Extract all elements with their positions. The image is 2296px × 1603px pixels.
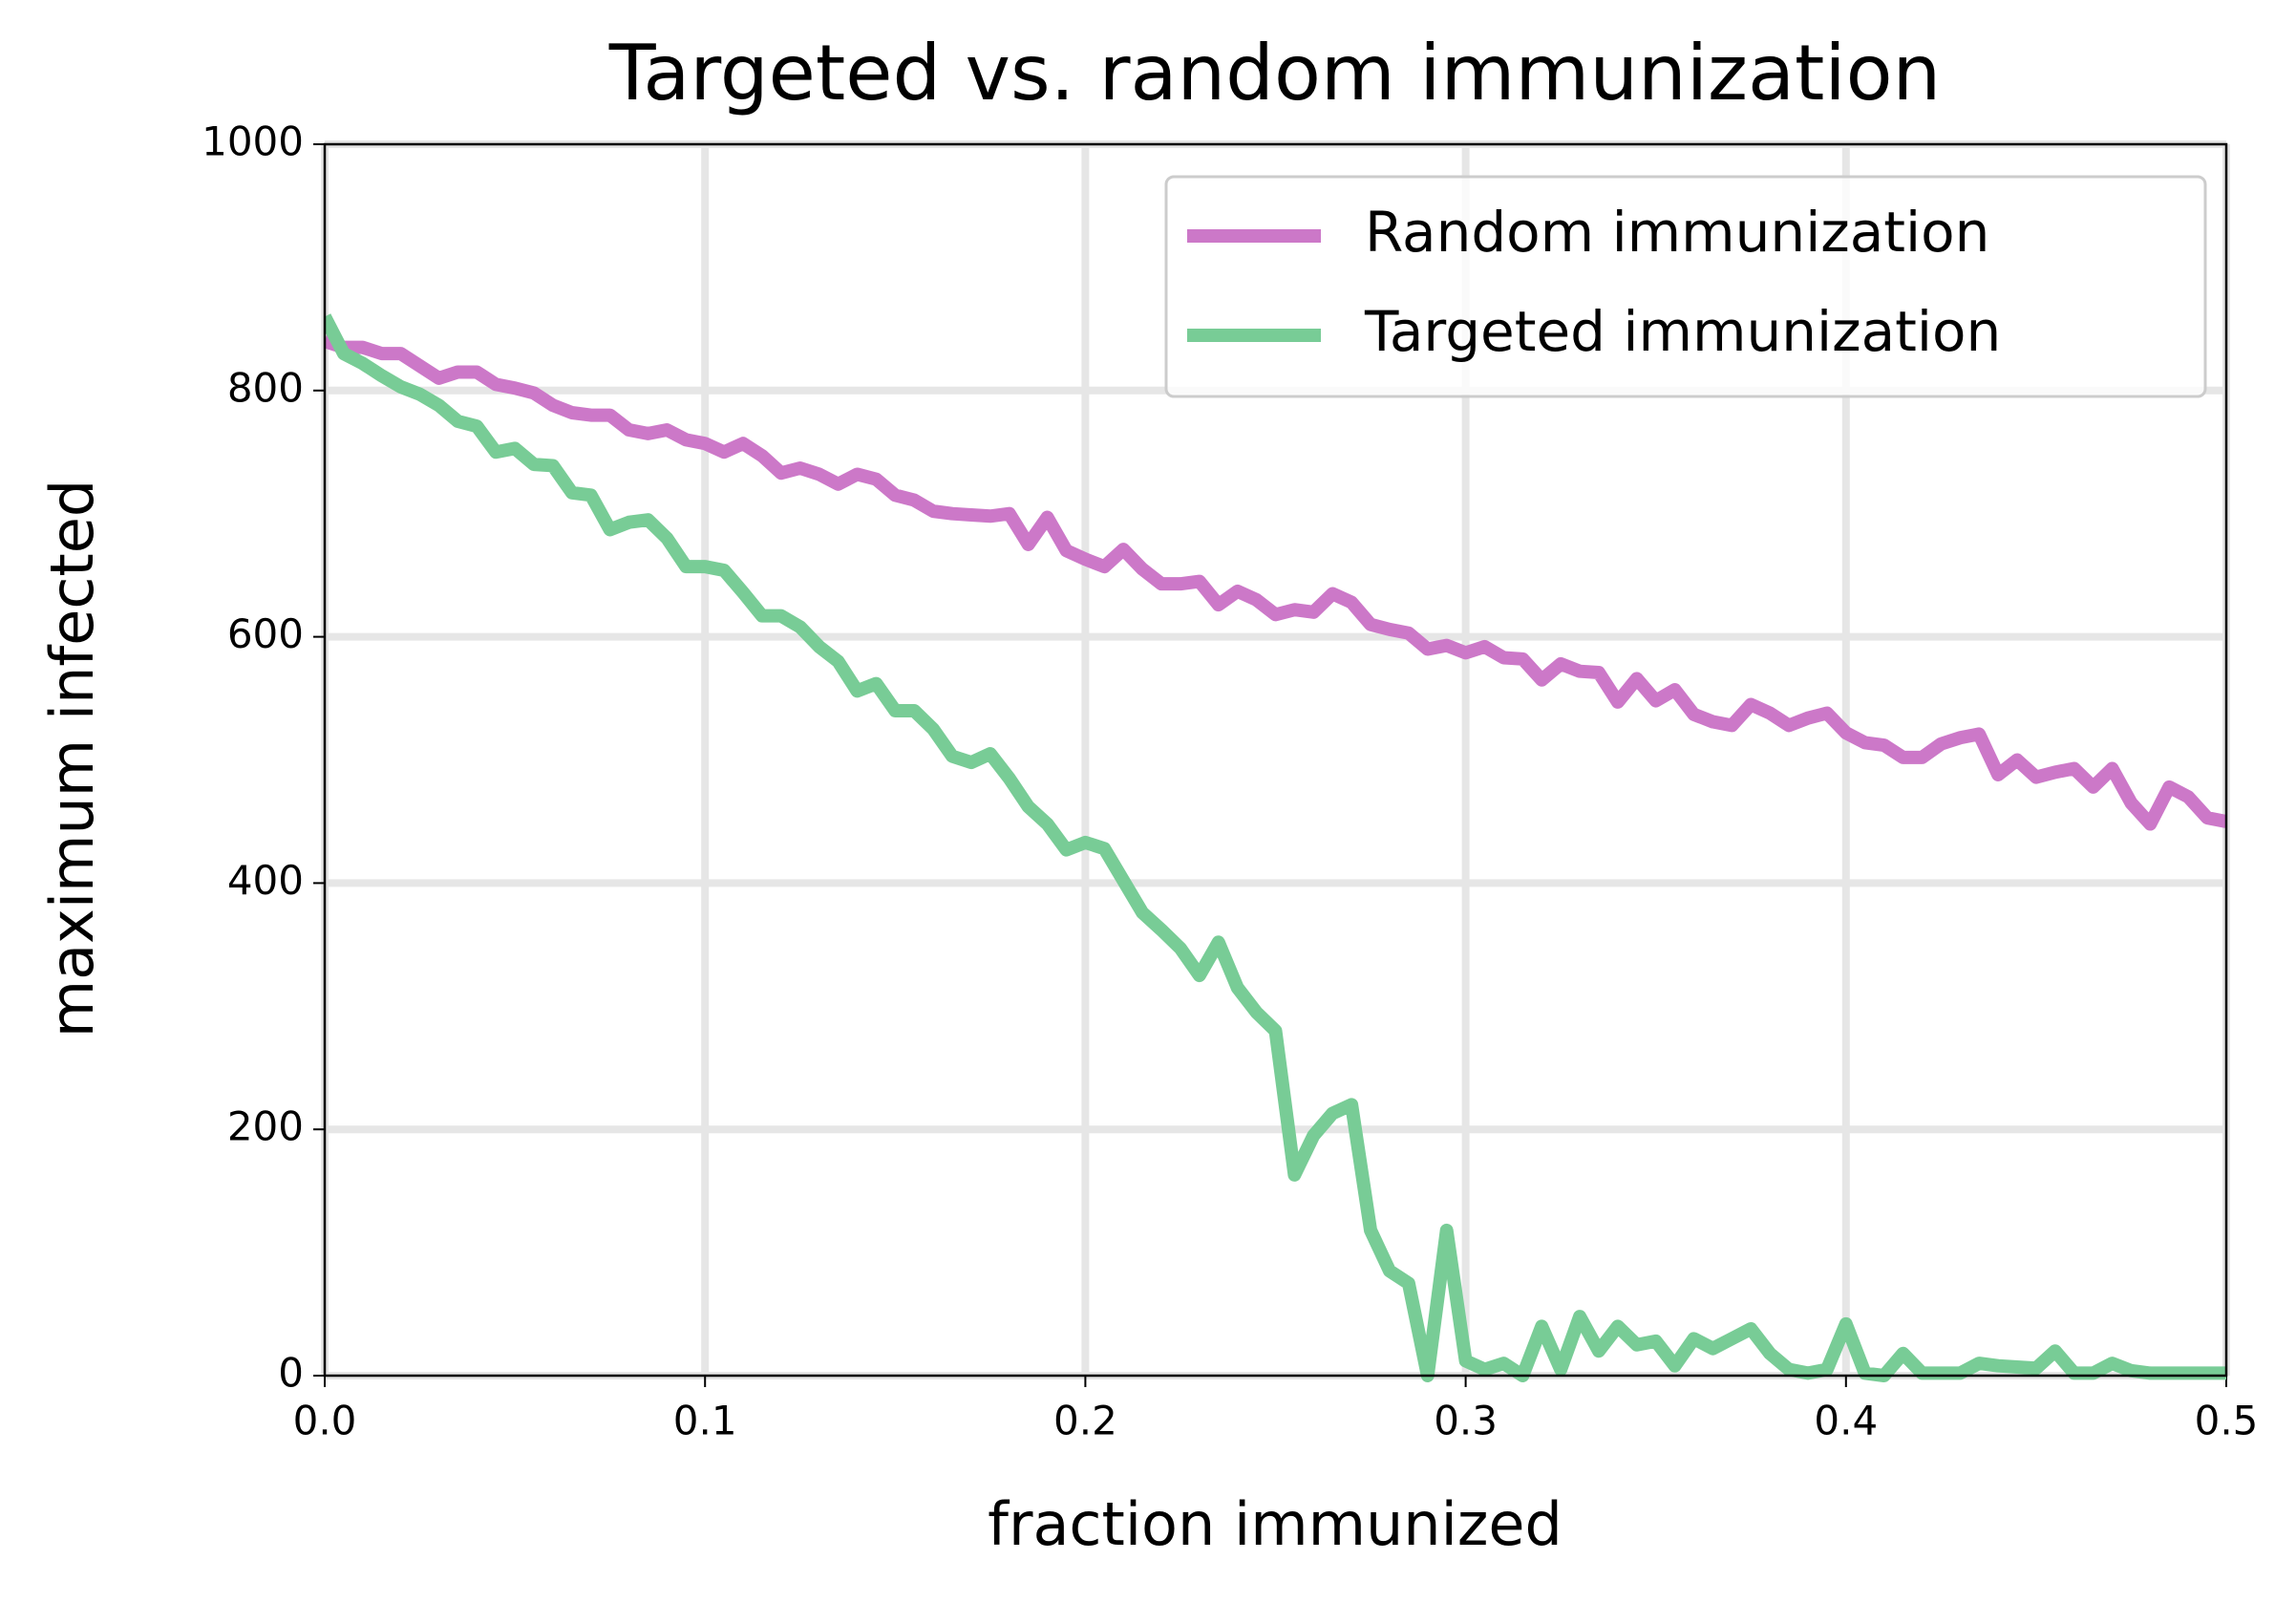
legend: Random immunization Targeted immunization [1164, 175, 2207, 398]
y-tick-label: 0 [278, 1350, 304, 1397]
x-axis-label: fraction immunized [988, 1489, 1563, 1559]
y-tick-label: 800 [227, 364, 304, 411]
plot-frame [323, 142, 2228, 1378]
legend-box [1164, 175, 2207, 398]
y-axis-label: maximum infected [37, 480, 107, 1038]
y-tick-label: 1000 [202, 118, 304, 165]
x-tick-label: 0.0 [293, 1398, 357, 1444]
x-tick-label: 0.4 [1814, 1398, 1878, 1444]
y-tick-label: 200 [227, 1103, 304, 1150]
data-line [325, 313, 2226, 1382]
x-tick-label: 0.2 [1053, 1398, 1117, 1444]
y-tick-label: 600 [227, 610, 304, 657]
legend-label: Random immunization [1365, 200, 1989, 265]
x-tick-label: 0.5 [2195, 1398, 2259, 1444]
data-line [325, 334, 2226, 831]
y-tick-label: 400 [227, 857, 304, 904]
x-tick-label: 0.1 [673, 1398, 737, 1444]
x-tick-label: 0.3 [1434, 1398, 1498, 1444]
legend-label: Targeted immunization [1364, 299, 2001, 364]
chart-title: Targeted vs. random immunization [608, 29, 1942, 118]
